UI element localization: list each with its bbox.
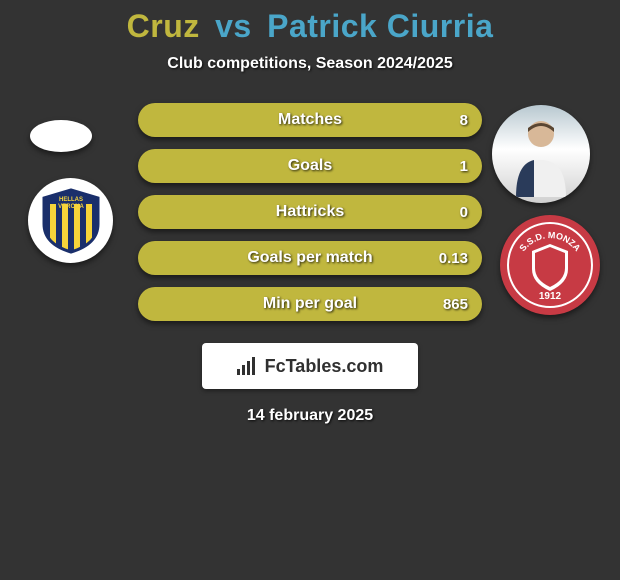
- club-a-crest: HELLAS VERONA: [28, 178, 113, 263]
- player-b-avatar: [492, 105, 590, 203]
- player-b-name: Patrick Ciurria: [267, 8, 493, 44]
- stat-value-b: 865: [443, 296, 468, 313]
- club-a-name-text: HELLAS: [59, 197, 83, 203]
- subtitle: Club competitions, Season 2024/2025: [0, 55, 620, 73]
- stat-row: Goals 1: [138, 149, 482, 183]
- site-logo-text: FcTables.com: [265, 356, 384, 377]
- club-b-crest: S.S.D. MONZA 1912: [500, 215, 600, 315]
- player-a-avatar: [30, 120, 92, 152]
- stat-value-b: 8: [460, 112, 468, 129]
- stat-row: Goals per match 0.13: [138, 241, 482, 275]
- stat-row: Min per goal 865: [138, 287, 482, 321]
- person-icon: [506, 112, 576, 197]
- page-title: Cruz vs Patrick Ciurria: [0, 8, 620, 45]
- player-a-name: Cruz: [127, 8, 200, 44]
- date-label: 14 february 2025: [0, 407, 620, 425]
- stat-label: Hattricks: [276, 203, 344, 221]
- club-b-year: 1912: [539, 291, 562, 302]
- stat-row: Hattricks 0: [138, 195, 482, 229]
- bar-chart-icon: [237, 357, 259, 375]
- stat-value-b: 0.13: [439, 250, 468, 267]
- stat-value-b: 1: [460, 158, 468, 175]
- vs-label: vs: [209, 8, 258, 44]
- monza-crest-icon: S.S.D. MONZA 1912: [506, 221, 594, 309]
- hellas-verona-crest-icon: HELLAS VERONA: [36, 186, 106, 256]
- site-logo[interactable]: FcTables.com: [202, 343, 418, 389]
- stat-row: Matches 8: [138, 103, 482, 137]
- stat-label: Goals per match: [247, 249, 372, 267]
- stat-label: Goals: [288, 157, 332, 175]
- stat-value-b: 0: [460, 204, 468, 221]
- club-a-name-text2: VERONA: [58, 204, 84, 210]
- stat-label: Matches: [278, 111, 342, 129]
- stat-label: Min per goal: [263, 295, 357, 313]
